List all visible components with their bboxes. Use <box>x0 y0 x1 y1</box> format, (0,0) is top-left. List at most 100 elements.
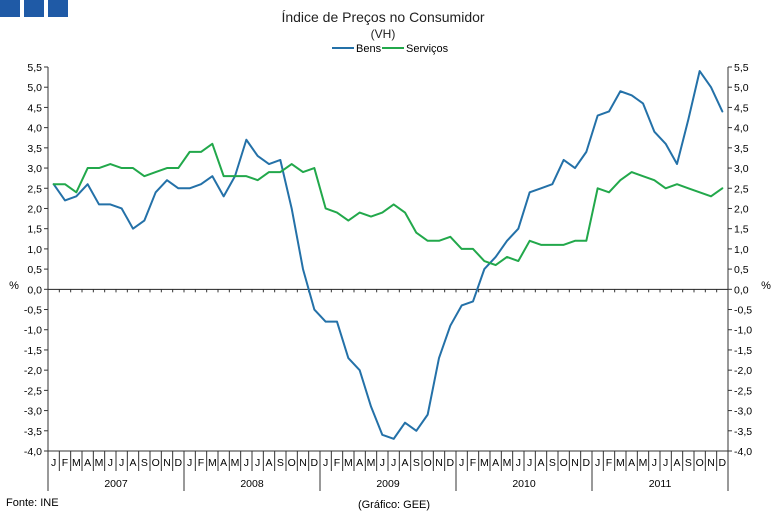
year-label: 2007 <box>104 478 128 490</box>
month-label: J <box>595 457 600 469</box>
month-label: J <box>255 457 260 469</box>
month-label: N <box>163 457 171 469</box>
month-label: A <box>356 457 363 469</box>
month-label: O <box>424 457 432 469</box>
chart-legend: Bens Serviços <box>332 43 449 55</box>
month-label: F <box>334 457 340 469</box>
month-label: F <box>470 457 476 469</box>
y-axis-left: -4,0 -3,5 -3,0 -2,5 -2,0 -1,5 -1,0 -0,5 0,0 0,5 1,… <box>24 62 49 458</box>
month-label: M <box>367 457 376 469</box>
y-tick-label-left: 1,5 <box>27 224 42 236</box>
month-label: J <box>380 457 385 469</box>
month-label: D <box>447 457 455 469</box>
chart-series <box>52 70 724 440</box>
month-label: J <box>516 457 521 469</box>
y-tick-label-left: 4,0 <box>27 123 42 135</box>
month-label: M <box>344 457 353 469</box>
year-label: 2008 <box>240 478 264 490</box>
month-label: F <box>198 457 204 469</box>
month-label: J <box>652 457 657 469</box>
month-label: A <box>492 457 499 469</box>
month-label: A <box>628 457 635 469</box>
y-tick-label-left: 2,5 <box>27 183 42 195</box>
y-tick-label-left: 0,5 <box>27 264 42 276</box>
month-label: M <box>639 457 648 469</box>
header-badge-2 <box>24 0 44 17</box>
y-tick-label-left: -1,5 <box>24 345 42 357</box>
y-tick-label-right: 0,5 <box>734 264 749 276</box>
legend-label-bens: Bens <box>356 43 382 55</box>
month-label: D <box>175 457 183 469</box>
y-tick-label-right: 4,0 <box>734 123 749 135</box>
y-tick-label-right: -1,0 <box>734 325 752 337</box>
y-tick-label-left: 3,5 <box>27 143 42 155</box>
month-label: J <box>323 457 328 469</box>
y-tick-label-right: -3,0 <box>734 406 752 418</box>
y-tick-label-left: 5,5 <box>27 62 42 74</box>
month-label: D <box>583 457 591 469</box>
month-label: J <box>187 457 192 469</box>
month-label: J <box>51 457 56 469</box>
legend-label-servicos: Serviços <box>406 43 449 55</box>
month-label: N <box>435 457 443 469</box>
month-label: O <box>152 457 160 469</box>
month-label: J <box>391 457 396 469</box>
month-label: J <box>527 457 532 469</box>
y-tick-label-right: -1,5 <box>734 345 752 357</box>
month-label: M <box>208 457 217 469</box>
y-tick-label-left: 4,5 <box>27 102 42 114</box>
month-label: S <box>413 457 420 469</box>
month-label: D <box>311 457 319 469</box>
month-label: D <box>719 457 727 469</box>
month-label: J <box>119 457 124 469</box>
month-label: A <box>84 457 91 469</box>
chart-title: Índice de Preços no Consumidor <box>281 9 484 25</box>
chart-credit: (Gráfico: GEE) <box>358 499 430 511</box>
header-badge-3 <box>48 0 68 17</box>
month-label: O <box>288 457 296 469</box>
year-label: 2009 <box>376 478 400 490</box>
month-label: S <box>141 457 148 469</box>
month-label: N <box>707 457 715 469</box>
y-axis-right: -4,0 -3,5 -3,0 -2,5 -2,0 -1,5 -1,0 -0,5 0,0 0,5 1,… <box>727 62 752 458</box>
y-tick-label-right: 4,5 <box>734 102 749 114</box>
y-tick-label-left: 1,0 <box>27 244 42 256</box>
month-label: F <box>62 457 68 469</box>
y-tick-label-right: 2,0 <box>734 203 749 215</box>
month-label: S <box>685 457 692 469</box>
month-label: A <box>220 457 227 469</box>
series-line-servicos <box>52 142 724 267</box>
month-label: M <box>480 457 489 469</box>
month-label: A <box>537 457 544 469</box>
chart-subtitle: (VH) <box>371 27 396 41</box>
month-label: A <box>265 457 272 469</box>
month-label: N <box>571 457 579 469</box>
y-tick-label-left: 0,0 <box>27 284 42 296</box>
month-label: M <box>231 457 240 469</box>
month-label: J <box>459 457 464 469</box>
source-note: Fonte: INE <box>6 497 59 509</box>
y-tick-label-left: -2,5 <box>24 385 42 397</box>
y-tick-label-left: -2,0 <box>24 365 42 377</box>
y-axis-right-label: % <box>761 280 771 292</box>
y-tick-label-left: -1,0 <box>24 325 42 337</box>
month-label: M <box>72 457 81 469</box>
y-tick-label-left: -0,5 <box>24 305 42 317</box>
y-tick-label-right: 1,0 <box>734 244 749 256</box>
y-tick-label-right: -0,5 <box>734 305 752 317</box>
y-tick-label-right: 2,5 <box>734 183 749 195</box>
header-badge-1 <box>0 0 20 17</box>
y-tick-label-left: -3,5 <box>24 426 42 438</box>
series-line-bens <box>52 70 724 440</box>
month-label: A <box>401 457 408 469</box>
month-label: O <box>560 457 568 469</box>
y-tick-label-left: 2,0 <box>27 203 42 215</box>
month-label: S <box>277 457 284 469</box>
month-label: M <box>503 457 512 469</box>
y-tick-label-left: 5,0 <box>27 82 42 94</box>
month-label: J <box>108 457 113 469</box>
month-label: A <box>129 457 136 469</box>
month-label: M <box>616 457 625 469</box>
